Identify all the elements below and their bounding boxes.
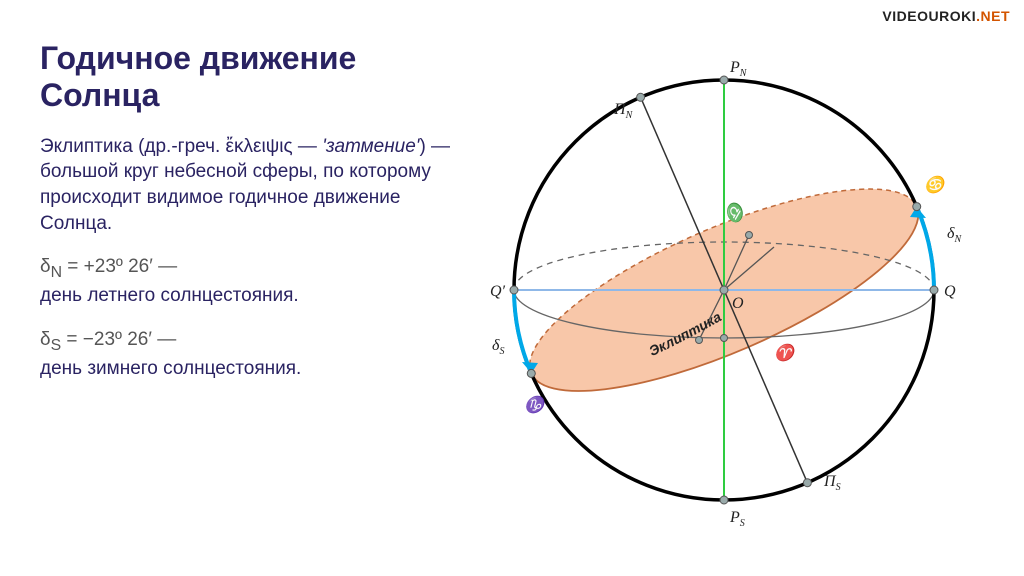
- text-content: Годичное движение Солнца Эклиптика (др.-…: [40, 40, 460, 400]
- label-pis: ПS: [823, 473, 841, 493]
- cancer-icon: ♋: [924, 175, 947, 194]
- label-qp: Q′: [490, 283, 506, 300]
- page-title: Годичное движение Солнца: [40, 40, 460, 114]
- label-ps: PS: [729, 509, 745, 529]
- delta-n-desc: день летнего солнцестояния.: [40, 285, 299, 306]
- delta-n-block: δN = +23º 26′ — день летнего солнцестоян…: [40, 254, 460, 309]
- label-dn: δN: [947, 225, 962, 245]
- etymology: (др.-греч. ἔκλειψις —: [138, 136, 322, 157]
- aries-icon: ♈: [774, 343, 797, 362]
- label-q: Q: [944, 283, 956, 300]
- delta-s-desc: день зимнего солнцестояния.: [40, 358, 301, 379]
- watermark: VIDEOUROKI.NET: [882, 8, 1010, 24]
- etym-meaning: 'затмение': [322, 136, 419, 157]
- label-pin: ПN: [613, 101, 634, 121]
- definition-body: большой круг небесной сферы, по которому…: [40, 161, 431, 233]
- term: Эклиптика: [40, 136, 133, 157]
- label-ds: δS: [492, 337, 504, 357]
- label-pn: PN: [729, 59, 748, 79]
- delta-s-block: δS = −23º 26′ — день зимнего солнцестоян…: [40, 327, 460, 382]
- celestial-sphere-diagram: PN PS Q Q′ O ПN ПS δN δS ♎ ♈ ♋ ♑ Эклипти…: [454, 30, 994, 550]
- capricorn-icon: ♑: [524, 395, 547, 414]
- definition-block: Эклиптика (др.-греч. ἔκλειψις — 'затмени…: [40, 134, 460, 237]
- label-o: O: [732, 295, 744, 312]
